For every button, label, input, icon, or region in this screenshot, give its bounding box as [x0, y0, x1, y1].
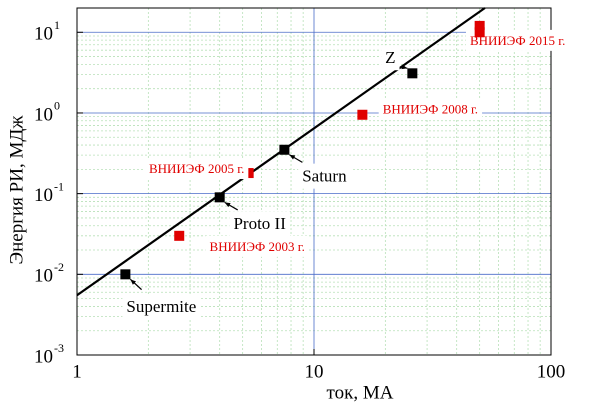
label-background: [144, 158, 249, 180]
y-tick-label: 10 -3: [34, 341, 64, 368]
source-label: ВНИИЭФ 2005 г.: [149, 161, 244, 176]
point: [214, 192, 225, 203]
x-tick-label: 1: [72, 361, 82, 382]
source-label: ВНИИЭФ 2008 г.: [383, 102, 478, 117]
plot-frame: [76, 7, 552, 356]
label-background: [378, 98, 483, 120]
arrow-head: [224, 202, 231, 208]
point: [174, 230, 185, 241]
x-tick-label: 10: [305, 361, 324, 382]
y-tick-exponent: 0: [54, 99, 60, 113]
arrow-head: [130, 279, 137, 285]
y-tick-label: 10 -1: [34, 179, 64, 206]
label-background: [298, 163, 352, 189]
y-tick-label: 10 1: [34, 18, 60, 45]
y-tick-base: 10: [34, 266, 53, 287]
point: [407, 68, 418, 79]
y-tick-exponent: -1: [54, 179, 64, 193]
point: [243, 168, 254, 179]
y-tick-base: 10: [34, 185, 53, 206]
y-tick-exponent: -2: [54, 260, 64, 274]
label-background: [229, 211, 291, 237]
source-label: ВНИИЭФ 2015 г.: [470, 33, 565, 48]
point: [474, 20, 485, 31]
y-tick-exponent: -3: [54, 341, 64, 355]
label-background: [122, 294, 201, 320]
y-tick-label: 10 -2: [34, 260, 64, 287]
point: [279, 144, 290, 155]
label-background: [381, 45, 400, 71]
y-tick-base: 10: [34, 346, 53, 367]
point-label: Proto II: [233, 214, 286, 233]
y-tick-exponent: 1: [54, 18, 60, 32]
point: [474, 27, 485, 38]
source-label: ВНИИЭФ 2003 г.: [210, 239, 305, 254]
y-tick-base: 10: [34, 24, 53, 45]
x-tick-label: 100: [537, 361, 566, 382]
y-tick-base: 10: [34, 104, 53, 125]
point: [120, 269, 131, 280]
label-background: [465, 29, 570, 51]
point-label: Z: [385, 48, 395, 67]
y-axis-label: Энергия РИ, МДж: [6, 115, 27, 265]
point: [357, 109, 368, 120]
label-background: [205, 235, 309, 257]
y-tick-label: 10 0: [34, 99, 60, 126]
arrow-head: [401, 64, 408, 70]
x-axis-label: ток, МА: [327, 382, 394, 403]
point-label: Supermite: [126, 297, 196, 316]
arrow-head: [289, 154, 296, 160]
point-label: Saturn: [302, 167, 347, 186]
